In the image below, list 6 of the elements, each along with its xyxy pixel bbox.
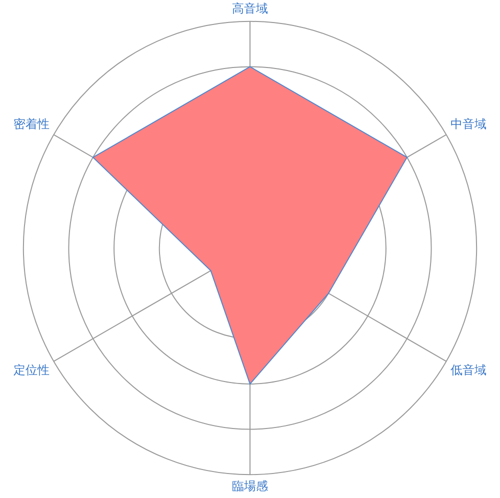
spoke-label: 臨場感: [232, 478, 268, 493]
spoke-label: 定位性: [13, 363, 50, 378]
spoke-label: 高音域: [232, 1, 268, 16]
spoke-label: 中音域: [450, 117, 487, 132]
spoke-label: 密着性: [13, 117, 50, 132]
spoke-label: 低音域: [450, 363, 487, 378]
